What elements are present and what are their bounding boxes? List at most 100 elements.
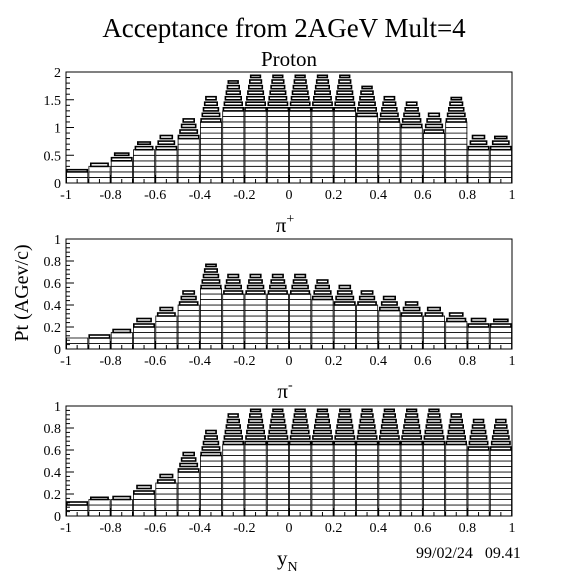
acceptance-box: [311, 138, 334, 145]
acceptance-box: [313, 424, 331, 429]
acceptance-box: [222, 160, 245, 167]
acceptance-bin-column: [445, 312, 468, 350]
acceptance-box: [66, 504, 89, 511]
x-tick-label: 0: [286, 521, 293, 536]
acceptance-box: [356, 127, 379, 134]
acceptance-box: [311, 304, 334, 311]
acceptance-box: [199, 143, 222, 151]
acceptance-box: [445, 488, 468, 495]
acceptance-box: [156, 312, 176, 317]
acceptance-box: [199, 337, 222, 344]
acceptance-box: [314, 418, 331, 424]
panel-title-superscript: -: [288, 378, 293, 393]
acceptance-box: [271, 273, 284, 279]
acceptance-bin-column: [311, 74, 334, 184]
acceptance-box: [445, 440, 467, 446]
acceptance-box: [333, 301, 356, 306]
acceptance-box: [90, 496, 109, 501]
acceptance-bin-column: [222, 273, 245, 350]
acceptance-box: [266, 143, 289, 151]
acceptance-box: [445, 127, 468, 134]
acceptance-box: [155, 145, 178, 151]
acceptance-box: [401, 118, 422, 123]
acceptance-bin-column: [355, 85, 379, 184]
acceptance-bin-column: [155, 134, 178, 184]
acceptance-box: [266, 493, 289, 500]
acceptance-bin-column: [289, 273, 312, 350]
acceptance-box: [133, 160, 156, 167]
acceptance-box: [422, 154, 445, 162]
acceptance-box: [378, 449, 401, 456]
y-tick-label: 0.2: [44, 488, 62, 503]
acceptance-box: [222, 493, 245, 500]
acceptance-box: [177, 468, 200, 473]
acceptance-box: [316, 279, 329, 284]
acceptance-box: [266, 460, 289, 467]
acceptance-box: [289, 138, 312, 145]
y-tick-label: 0.4: [44, 466, 62, 481]
y-tick-label: 0.6: [44, 277, 62, 292]
acceptance-box: [180, 295, 197, 301]
acceptance-bin-column: [489, 418, 512, 517]
acceptance-box: [489, 471, 512, 478]
acceptance-box: [244, 171, 267, 178]
acceptance-bin-column: [422, 112, 445, 184]
acceptance-box: [333, 171, 356, 178]
acceptance-box: [199, 326, 222, 333]
acceptance-box: [199, 488, 222, 495]
acceptance-box: [177, 304, 200, 311]
acceptance-box: [289, 321, 312, 328]
acceptance-box: [358, 295, 376, 301]
acceptance-box: [469, 435, 488, 440]
x-tick-label: 0: [286, 188, 293, 203]
acceptance-box: [356, 154, 379, 162]
plot-frame: [65, 405, 513, 517]
acceptance-box: [402, 429, 422, 435]
acceptance-box: [356, 449, 379, 456]
acceptance-box: [199, 149, 222, 156]
acceptance-box: [311, 310, 334, 317]
acceptance-box: [133, 323, 156, 328]
acceptance-box: [333, 321, 356, 328]
acceptance-box: [244, 493, 267, 500]
acceptance-box: [110, 504, 133, 511]
x-tick-label: 0.8: [459, 354, 477, 369]
acceptance-box: [133, 490, 156, 495]
acceptance-box: [155, 482, 178, 489]
acceptance-box: [426, 418, 442, 424]
acceptance-box: [199, 493, 222, 500]
acceptance-box: [249, 408, 262, 413]
acceptance-box: [222, 149, 245, 156]
acceptance-box: [405, 408, 418, 413]
acceptance-box: [467, 460, 490, 467]
acceptance-box: [266, 332, 289, 339]
acceptance-bin-column: [288, 74, 312, 184]
acceptance-box: [227, 80, 239, 84]
acceptance-box: [223, 290, 244, 295]
acceptance-box: [136, 317, 152, 323]
acceptance-box: [244, 293, 267, 300]
acceptance-box: [266, 326, 289, 333]
acceptance-box: [289, 337, 312, 344]
acceptance-box: [244, 304, 267, 311]
acceptance-box: [200, 118, 222, 123]
acceptance-box: [88, 337, 111, 344]
acceptance-box: [244, 107, 267, 112]
acceptance-box: [266, 138, 289, 145]
acceptance-box: [400, 440, 424, 446]
acceptance-box: [182, 118, 195, 123]
acceptance-box: [266, 107, 290, 112]
acceptance-box: [400, 143, 423, 151]
acceptance-box: [467, 160, 490, 167]
acceptance-box: [333, 440, 357, 446]
acceptance-box: [110, 165, 133, 173]
acceptance-box: [381, 418, 397, 424]
acceptance-box: [222, 315, 245, 322]
plot-frame: [65, 238, 513, 350]
acceptance-box: [467, 488, 490, 495]
acceptance-box: [222, 304, 245, 311]
acceptance-bin-column: [400, 408, 424, 517]
acceptance-box: [470, 317, 487, 323]
acceptance-box: [266, 165, 289, 173]
acceptance-box: [356, 337, 379, 344]
